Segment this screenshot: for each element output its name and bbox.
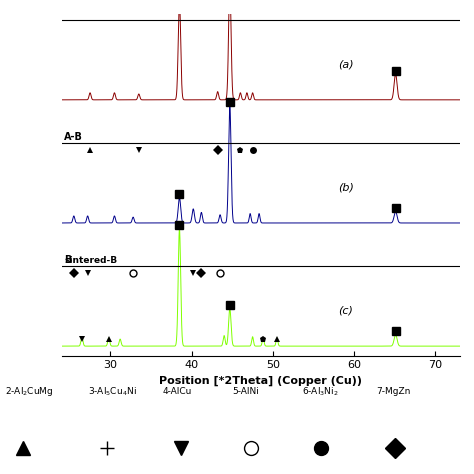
Text: B: B <box>64 255 72 265</box>
Text: 4-AlCu: 4-AlCu <box>163 387 192 396</box>
Text: 5-AlNi: 5-AlNi <box>232 387 259 396</box>
Text: sintered-B: sintered-B <box>64 256 117 265</box>
Text: 2-Al$_2$CuMg: 2-Al$_2$CuMg <box>5 385 54 398</box>
Text: (b): (b) <box>338 183 354 193</box>
Text: 3-Al$_5$Cu$_4$Ni: 3-Al$_5$Cu$_4$Ni <box>88 385 137 398</box>
Text: 6-Al$_3$Ni$_2$: 6-Al$_3$Ni$_2$ <box>302 385 339 398</box>
Text: (c): (c) <box>338 306 353 316</box>
X-axis label: Position [*2Theta] (Copper (Cu)): Position [*2Theta] (Copper (Cu)) <box>159 376 362 386</box>
Text: A-B: A-B <box>64 132 83 142</box>
Text: 7-MgZn: 7-MgZn <box>376 387 411 396</box>
Text: (a): (a) <box>338 60 354 70</box>
